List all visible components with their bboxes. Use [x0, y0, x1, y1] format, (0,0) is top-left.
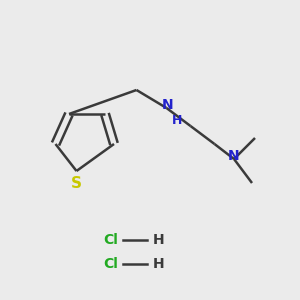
Text: H: H [153, 257, 165, 271]
Text: S: S [71, 176, 82, 190]
Text: N: N [162, 98, 174, 112]
Text: Cl: Cl [103, 233, 118, 247]
Text: H: H [153, 233, 165, 247]
Text: H: H [172, 113, 182, 127]
Text: Cl: Cl [103, 257, 118, 271]
Text: N: N [228, 149, 240, 163]
